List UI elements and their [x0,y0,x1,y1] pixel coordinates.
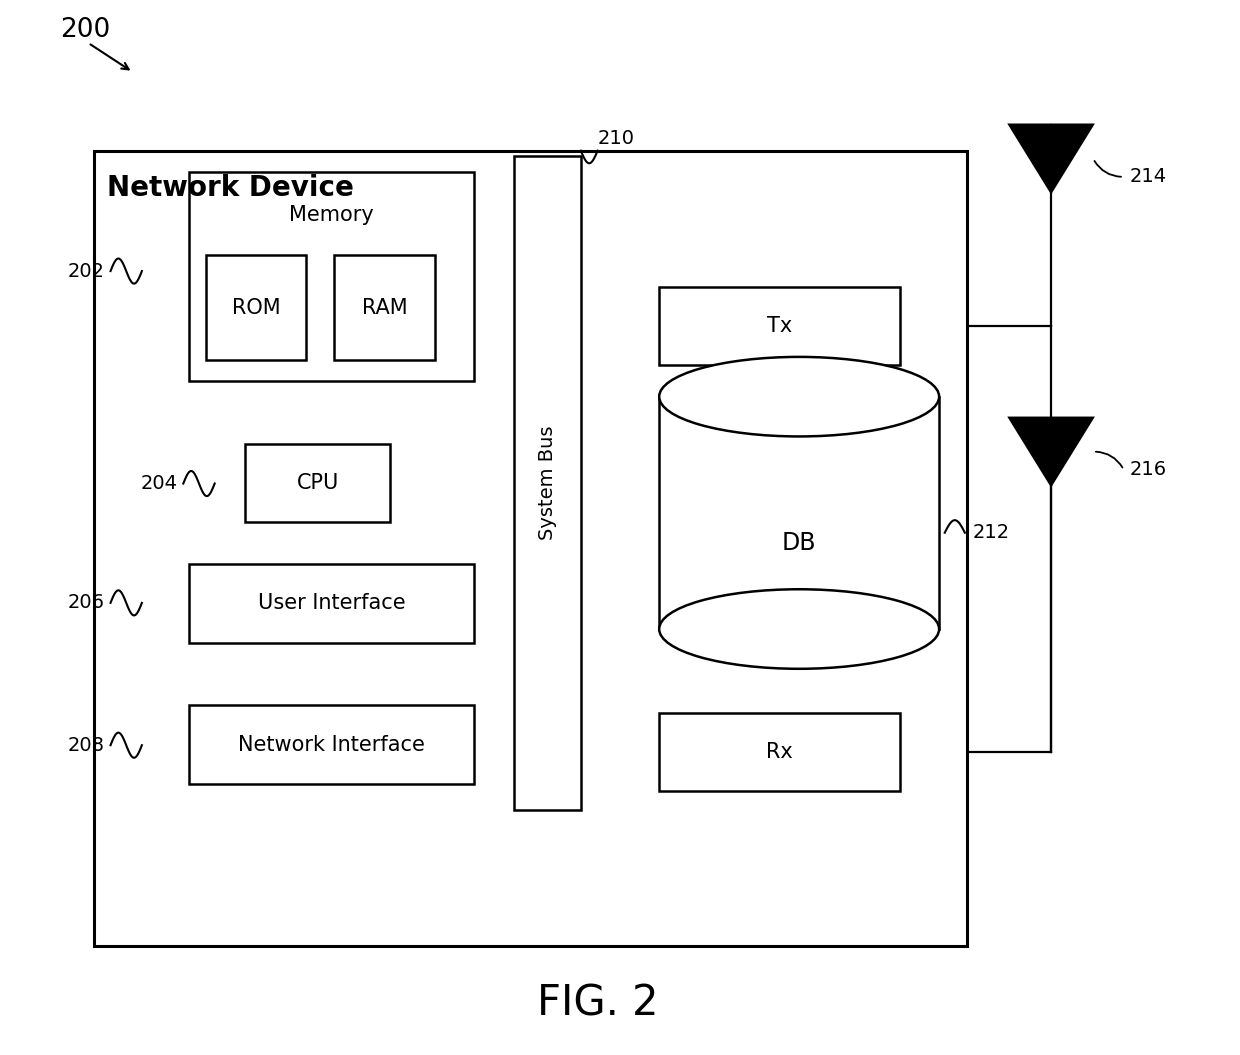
Text: 204: 204 [140,474,177,493]
Ellipse shape [660,590,939,669]
Text: 216: 216 [1130,460,1167,479]
Text: 200: 200 [61,17,110,43]
Text: Network Device: Network Device [107,174,355,202]
Bar [246,444,391,522]
Bar [94,151,967,946]
Text: Rx: Rx [766,742,792,762]
Text: DB: DB [782,532,816,555]
Bar [660,713,900,791]
Bar [206,255,306,360]
Text: 212: 212 [972,523,1009,542]
Text: 206: 206 [68,593,105,612]
Bar [188,706,475,784]
Text: Tx: Tx [766,316,792,335]
Text: Memory: Memory [289,205,374,225]
Text: ROM: ROM [232,298,280,318]
Bar [660,397,939,629]
Text: FIG. 2: FIG. 2 [537,983,658,1024]
Text: 202: 202 [68,262,105,281]
Polygon shape [1009,418,1094,485]
Bar [188,564,475,642]
Text: System Bus: System Bus [538,426,557,540]
Text: 214: 214 [1130,168,1167,187]
Text: CPU: CPU [296,473,339,493]
Bar [660,287,900,365]
Ellipse shape [660,357,939,437]
Bar [513,156,580,810]
Text: RAM: RAM [362,298,408,318]
Text: 208: 208 [68,735,105,754]
Bar [188,172,475,381]
Text: User Interface: User Interface [258,593,405,613]
Polygon shape [1009,124,1094,193]
Text: Network Interface: Network Interface [238,734,425,754]
Text: 210: 210 [598,129,635,148]
Bar [335,255,435,360]
